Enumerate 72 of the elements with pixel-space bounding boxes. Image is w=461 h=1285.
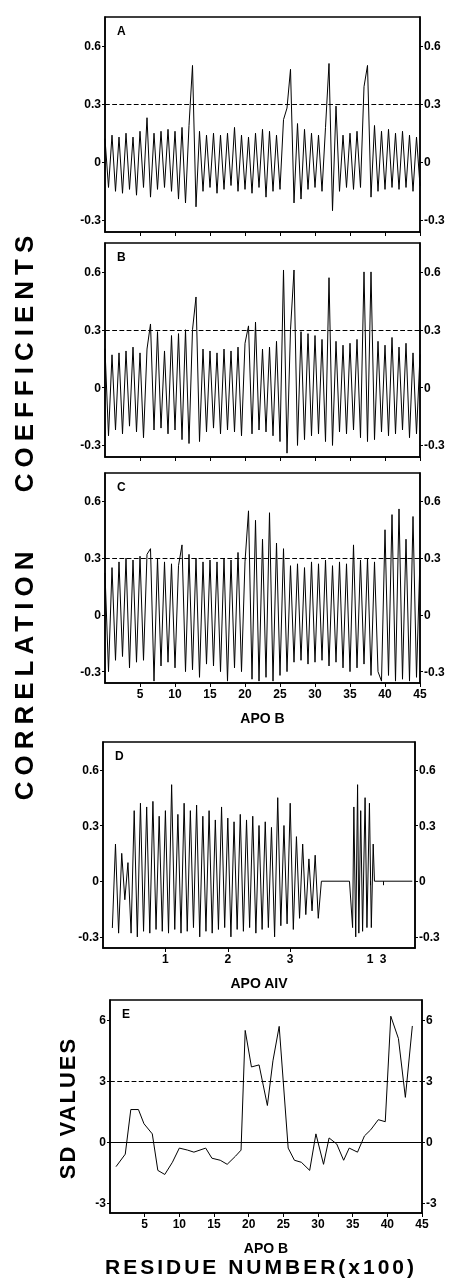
x-axis-title: APO AIV — [230, 975, 289, 991]
text: B — [117, 250, 126, 264]
x-tick-label: 40 — [378, 687, 392, 701]
text: C — [117, 480, 126, 494]
text: D — [115, 749, 124, 763]
y2-tick-label: 0 — [424, 607, 431, 622]
y2-tick-label: -0.3 — [424, 664, 445, 679]
y2-tick-label: 0.6 — [424, 39, 442, 54]
y-tick-label: 0 — [94, 155, 102, 170]
x-tick-label: 25 — [276, 1217, 291, 1231]
x-tick-label: 45 — [415, 1217, 429, 1231]
y2-tick-label: 0.6 — [424, 264, 442, 279]
x-tick-label: 15 — [207, 1217, 221, 1231]
x-tick-label: 3 — [286, 952, 294, 966]
y2-tick-label: 0.6 — [424, 494, 442, 509]
x-axis-title: APO B — [243, 1240, 289, 1256]
x-tick-label: 35 — [343, 687, 357, 701]
x-tick-label: 15 — [203, 687, 217, 701]
y2-tick-label: 0 — [424, 380, 431, 395]
y-tick-label: 0.6 — [84, 39, 102, 54]
y-tick-label: 0 — [99, 1135, 107, 1149]
y-tick-label: 0.6 — [82, 762, 100, 777]
y2-tick-label: 3 — [426, 1074, 433, 1089]
y2-tick-label: 0.3 — [419, 818, 437, 833]
x-tick-label: 35 — [345, 1217, 360, 1231]
y2-tick-label: -0.3 — [424, 213, 445, 228]
text: E — [122, 1007, 131, 1021]
y2-tick-label: 0 — [419, 874, 426, 889]
x-tick-label: 30 — [311, 1217, 325, 1231]
y2-tick-label: 0.3 — [424, 322, 442, 337]
y-tick-label: 0 — [94, 607, 102, 622]
x-tick-label: 1 — [162, 952, 170, 966]
y-tick-label: 6 — [99, 1013, 107, 1028]
y2-tick-label: 0 — [424, 155, 431, 170]
y-tick-label: -0.3 — [80, 438, 102, 453]
x-tick-label: 5 — [141, 1217, 149, 1231]
y-tick-label: 0.3 — [82, 818, 100, 833]
x-tick-label: 20 — [238, 687, 252, 701]
x-tick-label: 20 — [241, 1217, 256, 1231]
y2-tick-label: 6 — [426, 1013, 433, 1028]
y-tick-label: -0.3 — [80, 213, 102, 228]
x-tick-label: 10 — [168, 687, 182, 701]
y-tick-label: 3 — [99, 1074, 107, 1089]
y-tick-label: 0 — [92, 874, 100, 889]
y2-tick-label: -3 — [426, 1195, 437, 1210]
y-axis-title: CORRELATION COEFFICIENTS — [8, 229, 40, 801]
y2-tick-label: 0 — [426, 1135, 433, 1149]
y-axis-title: SD VALUES — [55, 1036, 81, 1180]
y2-tick-label: -0.3 — [424, 438, 445, 453]
x-tick-label: 25 — [273, 687, 287, 701]
x-tick-label: 10 — [172, 1217, 187, 1231]
y2-tick-label: -0.3 — [419, 929, 440, 944]
y2-tick-label: 0.6 — [419, 762, 437, 777]
y2-tick-label: 0.3 — [424, 551, 442, 566]
y-tick-label: 0.6 — [84, 264, 102, 279]
x-tick-label: 30 — [308, 687, 322, 701]
y2-tick-label: 0.3 — [424, 97, 442, 112]
text: RESIDUE NUMBER(x100) — [104, 1255, 418, 1279]
x-tick-label: 2 — [224, 952, 232, 966]
y-tick-label: 0.3 — [84, 551, 102, 566]
y-tick-label: -3 — [95, 1195, 107, 1210]
y-tick-label: 0.3 — [84, 97, 102, 112]
text: A — [117, 24, 126, 38]
x-tick-label: 40 — [380, 1217, 395, 1231]
x-tick-label: 5 — [136, 687, 144, 701]
x-axis-title: APO B — [240, 710, 285, 726]
y-tick-label: 0.6 — [84, 494, 102, 509]
x-tick-label: 45 — [413, 687, 427, 701]
y-tick-label: 0.3 — [84, 322, 102, 337]
y-tick-label: -0.3 — [80, 664, 102, 679]
y-tick-label: 0 — [94, 380, 102, 395]
y-tick-label: -0.3 — [78, 929, 100, 944]
